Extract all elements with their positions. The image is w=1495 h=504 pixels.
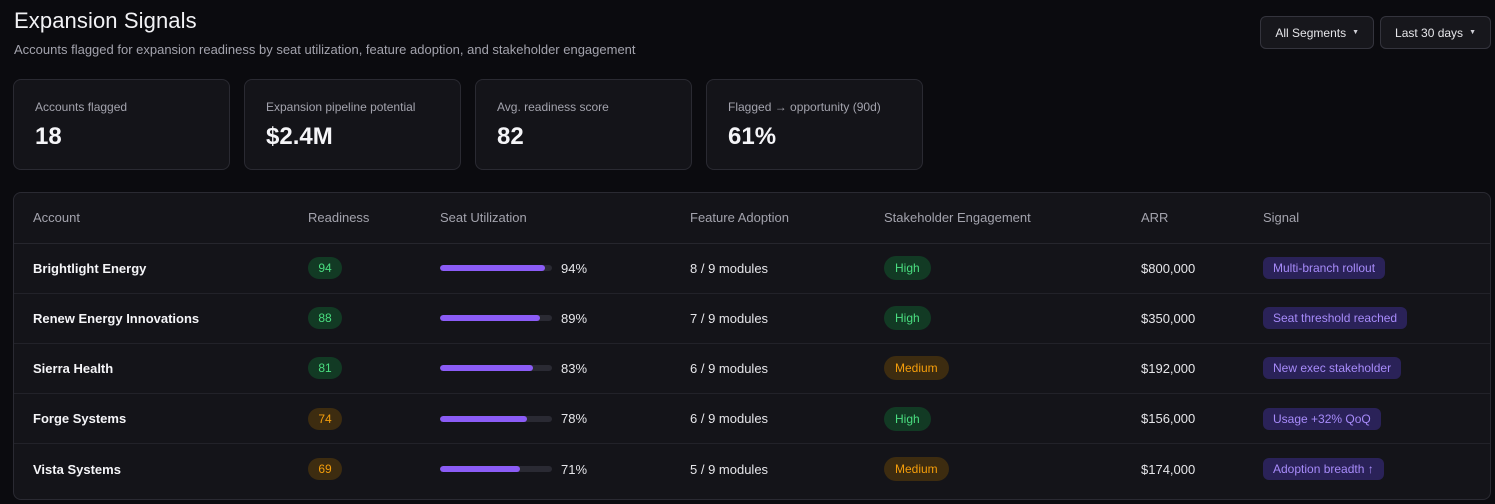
table-header-row: Account Readiness Seat Utilization Featu…	[14, 193, 1490, 244]
seat-utilization: 83%	[440, 361, 690, 376]
segment-dropdown-label: All Segments	[1275, 25, 1347, 40]
seat-utilization: 94%	[440, 261, 690, 276]
page-subtitle: Accounts flagged for expansion readiness…	[14, 42, 636, 57]
arr-value: $156,000	[1141, 411, 1196, 427]
engagement-badge: High	[884, 256, 931, 281]
kpi-value: $2.4M	[266, 123, 333, 150]
signal-tag: Usage +32% QoQ	[1263, 407, 1381, 430]
signal-tag: Seat threshold reached	[1263, 307, 1408, 330]
engagement-badge: High	[884, 306, 931, 331]
feature-adoption-value: 8 / 9 modules	[690, 260, 769, 276]
kpi-value: 18	[35, 123, 62, 150]
signal-tag: Multi-branch rollout	[1263, 257, 1386, 280]
seat-utilization-value: 94%	[561, 260, 588, 276]
caret-down-icon: ▼	[1469, 29, 1476, 36]
readiness-score-badge: 74	[308, 407, 342, 430]
table-row[interactable]: Renew Energy Innovations 88 89% 7 / 9 mo…	[14, 293, 1490, 344]
column-header-signal[interactable]: Signal	[1263, 193, 1490, 244]
segment-dropdown[interactable]: All Segments ▼	[1260, 16, 1375, 49]
account-name[interactable]: Sierra Health	[33, 360, 114, 376]
kpi-value: 61%	[728, 123, 777, 150]
account-name[interactable]: Brightlight Energy	[33, 260, 147, 276]
table-row[interactable]: Forge Systems 74 78% 6 / 9 modules High …	[14, 393, 1490, 445]
seat-utilization-bar-fill	[440, 365, 533, 372]
account-name[interactable]: Renew Energy Innovations	[33, 310, 200, 326]
signal-tag: New exec stakeholder	[1263, 357, 1402, 380]
column-header-feature-adoption[interactable]: Feature Adoption	[690, 193, 884, 244]
engagement-badge: High	[884, 406, 931, 431]
account-name[interactable]: Forge Systems	[33, 411, 127, 427]
seat-utilization: 71%	[440, 462, 690, 477]
table-row[interactable]: Sierra Health 81 83% 6 / 9 modules Mediu…	[14, 343, 1490, 395]
engagement-badge: Medium	[884, 457, 949, 482]
kpi-label: Accounts flagged	[35, 100, 128, 114]
account-name[interactable]: Vista Systems	[33, 461, 121, 477]
column-header-stakeholder-engagement[interactable]: Stakeholder Engagement	[884, 193, 1141, 244]
column-header-readiness[interactable]: Readiness	[308, 193, 440, 244]
seat-utilization-value: 89%	[561, 310, 588, 326]
table-row[interactable]: Vista Systems 69 71% 5 / 9 modules Mediu…	[14, 444, 1490, 494]
kpi-card-accounts-flagged: Accounts flagged 18	[13, 79, 230, 170]
table-row[interactable]: Brightlight Energy 94 94% 8 / 9 modules …	[14, 243, 1490, 294]
column-header-account[interactable]: Account	[14, 193, 308, 244]
date-range-dropdown-label: Last 30 days	[1395, 25, 1464, 40]
readiness-score-badge: 69	[308, 458, 342, 481]
kpi-label: Avg. readiness score	[497, 100, 609, 114]
kpi-value: 82	[497, 123, 524, 150]
arr-value: $192,000	[1141, 360, 1196, 376]
kpi-label: Flagged → opportunity (90d)	[728, 100, 881, 114]
feature-adoption-value: 6 / 9 modules	[690, 360, 769, 376]
feature-adoption-value: 5 / 9 modules	[690, 461, 769, 477]
seat-utilization-bar	[440, 265, 552, 272]
seat-utilization: 89%	[440, 311, 690, 326]
feature-adoption-value: 7 / 9 modules	[690, 310, 769, 326]
arr-value: $800,000	[1141, 260, 1196, 276]
page-title: Expansion Signals	[14, 8, 197, 33]
seat-utilization-value: 78%	[561, 411, 588, 427]
seat-utilization-bar-fill	[440, 265, 546, 272]
seat-utilization-value: 83%	[561, 360, 588, 376]
seat-utilization-bar-fill	[440, 315, 540, 322]
seat-utilization: 78%	[440, 411, 690, 426]
kpi-card-readiness-score: Avg. readiness score 82	[475, 79, 692, 170]
page-header: Expansion Signals Accounts flagged for e…	[14, 8, 636, 57]
engagement-badge: Medium	[884, 356, 949, 381]
seat-utilization-bar	[440, 415, 552, 422]
column-header-arr[interactable]: ARR	[1141, 193, 1263, 244]
arr-value: $350,000	[1141, 310, 1196, 326]
column-header-seat-utilization[interactable]: Seat Utilization	[440, 193, 690, 244]
seat-utilization-bar-fill	[440, 415, 528, 422]
accounts-table-card: Account Readiness Seat Utilization Featu…	[13, 192, 1491, 500]
seat-utilization-bar	[440, 315, 552, 322]
kpi-card-conversion-rate: Flagged → opportunity (90d) 61%	[706, 79, 923, 170]
date-range-dropdown[interactable]: Last 30 days ▼	[1380, 16, 1491, 49]
kpi-label: Expansion pipeline potential	[266, 100, 416, 114]
kpi-card-pipeline-potential: Expansion pipeline potential $2.4M	[244, 79, 461, 170]
seat-utilization-bar-fill	[440, 466, 520, 473]
arr-value: $174,000	[1141, 461, 1196, 477]
accounts-table: Account Readiness Seat Utilization Featu…	[14, 193, 1490, 494]
table-body: Brightlight Energy 94 94% 8 / 9 modules …	[14, 243, 1490, 494]
readiness-score-badge: 81	[308, 357, 342, 380]
readiness-score-badge: 88	[308, 307, 342, 330]
kpi-row: Accounts flagged 18 Expansion pipeline p…	[13, 79, 923, 170]
filter-controls: All Segments ▼ Last 30 days ▼	[1260, 16, 1491, 49]
seat-utilization-bar	[440, 365, 552, 372]
feature-adoption-value: 6 / 9 modules	[690, 411, 769, 427]
seat-utilization-value: 71%	[561, 461, 588, 477]
caret-down-icon: ▼	[1352, 29, 1360, 36]
readiness-score-badge: 94	[308, 257, 342, 280]
seat-utilization-bar	[440, 466, 552, 473]
signal-tag: Adoption breadth ↑	[1263, 458, 1384, 481]
